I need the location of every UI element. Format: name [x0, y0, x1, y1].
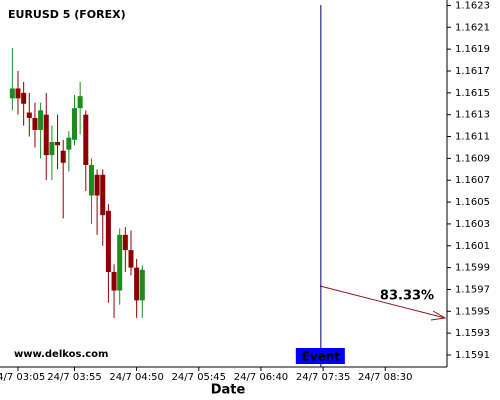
candle	[15, 70, 21, 115]
candle	[26, 92, 32, 137]
candle-body	[77, 96, 83, 109]
candle	[139, 265, 145, 318]
y-tick-label: 1.1591	[455, 350, 490, 361]
candle-body	[139, 269, 145, 301]
y-tick-label: 1.1603	[455, 219, 490, 230]
candle	[100, 169, 106, 246]
candle-body	[128, 250, 134, 268]
x-tick-label: 24/7 07:35	[296, 372, 350, 383]
event-label: Event	[302, 350, 341, 364]
event-box	[295, 348, 345, 364]
candle-body	[21, 92, 27, 104]
forecast-arrow	[319, 285, 447, 321]
chart-title: EURUSD 5 (FOREX)	[8, 8, 126, 21]
x-tick-label: 24/7 05:45	[172, 372, 226, 383]
candle	[9, 48, 15, 111]
y-tick-label: 1.1621	[455, 22, 490, 33]
candle	[111, 264, 117, 318]
y-tick-label: 1.1619	[455, 44, 490, 55]
arrow-line	[319, 285, 446, 319]
candle-body	[100, 174, 106, 216]
y-tick-label: 1.1609	[455, 153, 490, 164]
candle	[60, 139, 66, 219]
candle	[66, 131, 72, 172]
candle	[21, 81, 27, 126]
y-tick-label: 1.1615	[455, 88, 490, 99]
x-tick-label: 24/7 08:30	[358, 372, 412, 383]
y-tick-label: 1.1617	[455, 66, 490, 77]
candle	[88, 158, 94, 224]
candle	[38, 102, 44, 159]
candle	[72, 95, 77, 146]
candle-body	[15, 88, 21, 99]
candle-body	[83, 114, 89, 165]
candle	[122, 227, 128, 272]
candle-body	[32, 117, 38, 130]
y-tick-label: 1.1595	[455, 306, 490, 317]
candle-body	[105, 210, 111, 272]
candle-body	[26, 112, 32, 118]
candle	[134, 258, 140, 318]
y-tick-label: 1.1599	[455, 263, 490, 274]
candle	[105, 204, 111, 303]
candle-body	[117, 234, 123, 291]
y-tick-label: 1.1601	[455, 241, 490, 252]
candle-body	[66, 137, 72, 150]
x-tick-label: 24/7 04:50	[109, 372, 163, 383]
candle-body	[88, 164, 94, 196]
candle-body	[122, 234, 128, 251]
candle	[117, 228, 123, 305]
x-axis-label: Date	[211, 383, 246, 398]
candle-body	[134, 267, 140, 301]
candle-body	[9, 88, 15, 99]
candle	[43, 92, 49, 181]
x-tick-label: 24/7 06:40	[234, 372, 288, 383]
candle	[83, 110, 89, 192]
candle-body	[55, 141, 61, 146]
candle	[77, 81, 83, 135]
y-tick-label: 1.1623	[455, 0, 490, 11]
y-tick-label: 1.1593	[455, 328, 490, 339]
x-tick-label: 24/7 03:05	[0, 372, 45, 383]
annotation: 83.33%	[380, 289, 434, 304]
candle-body	[94, 174, 100, 196]
candle-body	[72, 108, 77, 140]
candle	[32, 102, 38, 148]
candle-body	[38, 110, 44, 130]
y-tick-label: 1.1613	[455, 110, 490, 121]
y-tick-label: 1.1607	[455, 175, 490, 186]
y-tick-label: 1.1597	[455, 284, 490, 295]
candle	[49, 125, 55, 181]
y-tick-label: 1.1611	[455, 132, 490, 143]
candle	[128, 230, 134, 276]
candle-body	[43, 114, 49, 156]
x-tick-label: 24/7 03:55	[47, 372, 101, 383]
candle-body	[49, 141, 55, 156]
watermark: www.delkos.com	[14, 349, 108, 360]
candle-body	[111, 271, 117, 291]
candle-body	[60, 150, 66, 163]
y-tick-label: 1.1605	[455, 197, 490, 208]
candle	[55, 114, 61, 170]
candle	[94, 169, 100, 235]
arrow-head	[430, 310, 447, 321]
